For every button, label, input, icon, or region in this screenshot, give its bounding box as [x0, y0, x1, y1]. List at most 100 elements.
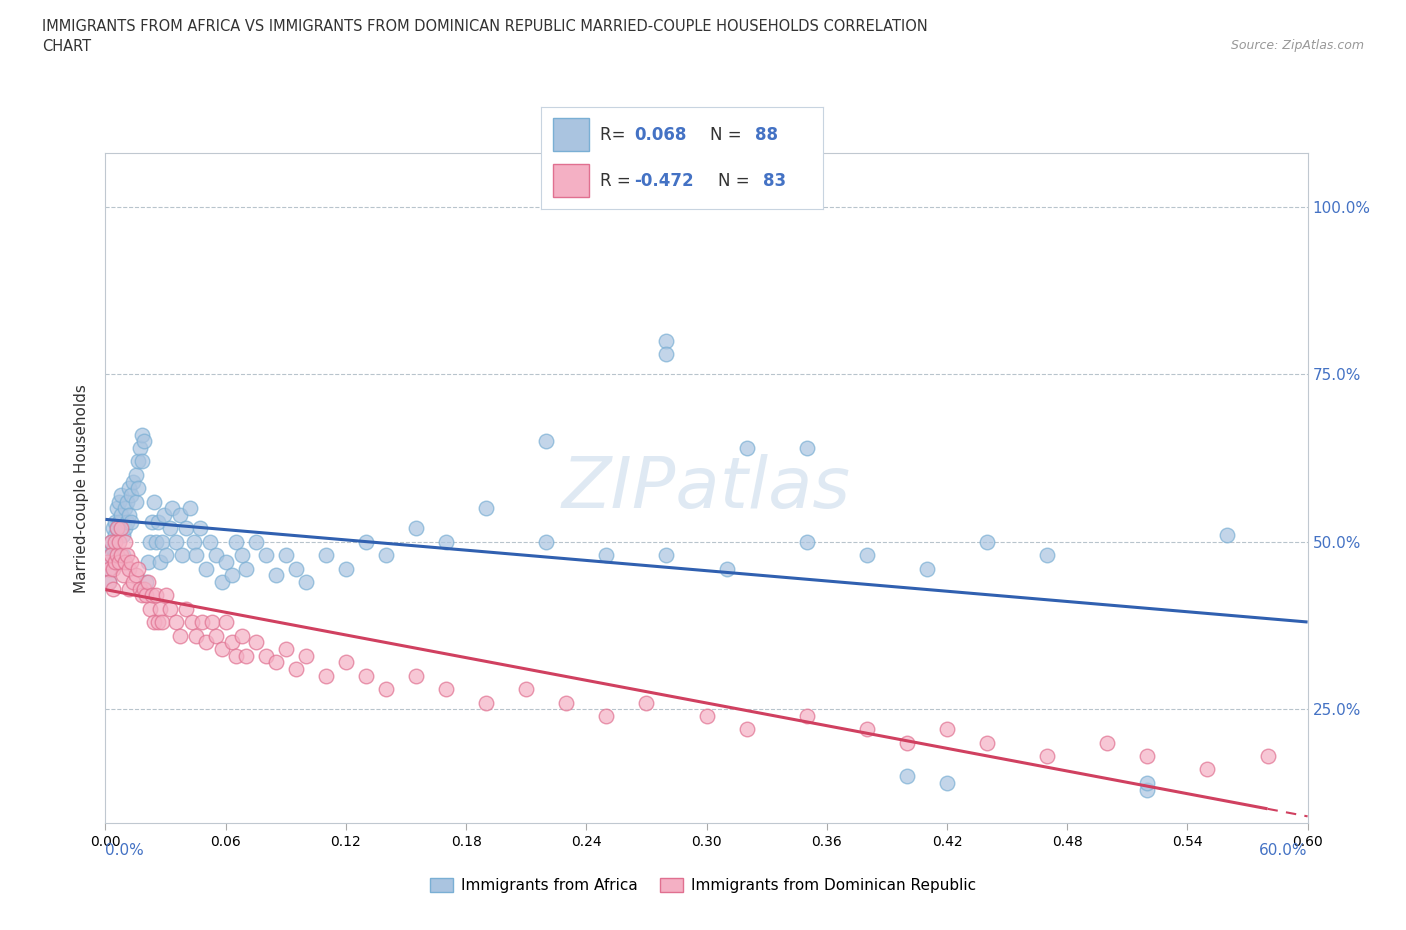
Point: [160, 501, 183, 516]
Point: [221, 635, 243, 650]
Point: [145, 588, 167, 603]
Point: [976, 535, 998, 550]
Point: [315, 669, 337, 684]
Point: [1136, 749, 1159, 764]
Point: [98, 575, 121, 590]
Point: [475, 501, 498, 516]
Point: [112, 568, 135, 583]
Point: [655, 347, 678, 362]
Point: [936, 722, 959, 737]
Point: [204, 628, 226, 643]
Point: [434, 682, 457, 697]
Point: [131, 427, 153, 442]
Point: [855, 548, 877, 563]
Point: [122, 474, 145, 489]
Point: [264, 568, 287, 583]
Text: 83: 83: [763, 172, 786, 190]
Point: [159, 602, 181, 617]
Point: [131, 454, 153, 469]
Point: [103, 521, 125, 536]
Point: [696, 709, 718, 724]
Point: [915, 561, 938, 576]
Point: [235, 561, 257, 576]
Point: [107, 521, 129, 536]
Point: [374, 682, 398, 697]
Point: [155, 588, 177, 603]
Point: [96, 554, 118, 569]
Point: [121, 514, 143, 529]
Point: [155, 548, 177, 563]
Point: [1036, 548, 1059, 563]
Point: [141, 514, 163, 529]
Point: [100, 535, 122, 550]
Point: [141, 588, 163, 603]
Point: [190, 615, 212, 630]
Point: [110, 487, 132, 502]
Point: [108, 494, 131, 509]
Point: [107, 548, 129, 563]
Point: [98, 561, 121, 576]
Point: [295, 648, 318, 663]
Point: [96, 554, 118, 569]
Point: [142, 615, 165, 630]
Point: [655, 334, 678, 349]
Point: [515, 682, 537, 697]
Point: [274, 548, 297, 563]
Point: [107, 521, 129, 536]
Legend: Immigrants from Africa, Immigrants from Dominican Republic: Immigrants from Africa, Immigrants from …: [425, 871, 981, 899]
Point: [335, 655, 357, 670]
Point: [121, 487, 143, 502]
Point: [127, 454, 149, 469]
Point: [103, 541, 125, 556]
Point: [796, 535, 818, 550]
Point: [284, 561, 307, 576]
Point: [100, 535, 122, 550]
Point: [117, 514, 139, 529]
Point: [636, 695, 658, 710]
Point: [595, 709, 617, 724]
Point: [221, 568, 243, 583]
Point: [936, 776, 959, 790]
Point: [555, 695, 578, 710]
Point: [148, 554, 170, 569]
Point: [245, 535, 267, 550]
Point: [170, 548, 193, 563]
Point: [1216, 527, 1239, 542]
Point: [534, 434, 557, 449]
Point: [159, 521, 181, 536]
Point: [184, 628, 207, 643]
Point: [735, 441, 758, 456]
Point: [127, 481, 149, 496]
Point: [475, 695, 498, 710]
Point: [114, 535, 136, 550]
Text: N =: N =: [718, 172, 755, 190]
Point: [165, 535, 187, 550]
Point: [225, 535, 247, 550]
Point: [183, 535, 205, 550]
Point: [201, 615, 224, 630]
Point: [124, 494, 146, 509]
Point: [103, 581, 125, 596]
Point: [254, 648, 277, 663]
Point: [118, 481, 141, 496]
Point: [274, 642, 297, 657]
Point: [132, 434, 155, 449]
Point: [434, 535, 457, 550]
Text: ZIPatlas: ZIPatlas: [562, 454, 851, 523]
Point: [1136, 776, 1159, 790]
Point: [148, 602, 170, 617]
Point: [315, 548, 337, 563]
Point: [135, 588, 157, 603]
Point: [796, 441, 818, 456]
Point: [117, 494, 139, 509]
Point: [204, 548, 226, 563]
Text: -0.472: -0.472: [634, 172, 693, 190]
Point: [225, 648, 247, 663]
Point: [104, 548, 127, 563]
Point: [107, 501, 129, 516]
Point: [150, 535, 173, 550]
Y-axis label: Married-couple Households: Married-couple Households: [75, 384, 90, 592]
Point: [98, 575, 121, 590]
Point: [114, 554, 136, 569]
Point: [169, 628, 191, 643]
